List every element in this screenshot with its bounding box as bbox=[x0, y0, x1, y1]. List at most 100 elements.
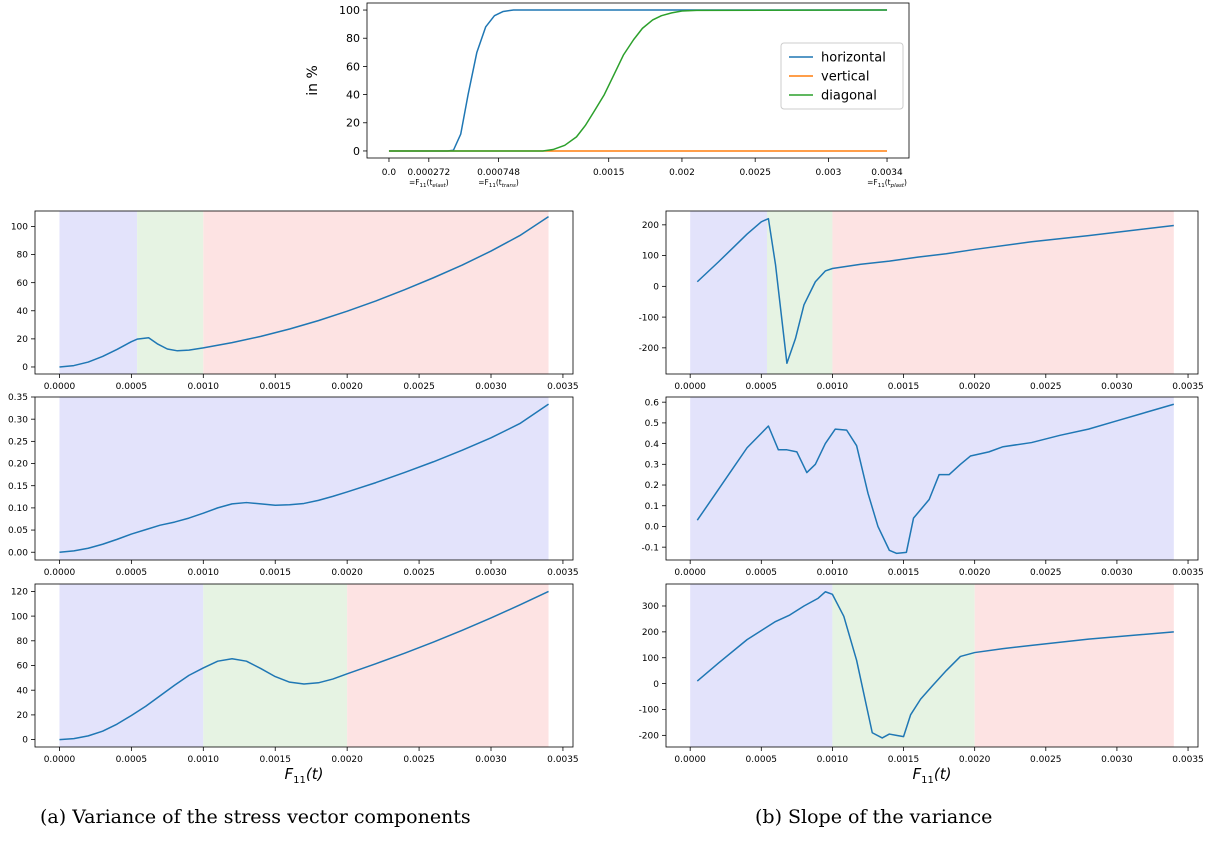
xtick-label: 0.0015 bbox=[888, 382, 920, 392]
region-green-b3-1 bbox=[832, 584, 975, 747]
ytick-label: 300 bbox=[642, 602, 659, 612]
region-blue-b2-0 bbox=[690, 397, 1174, 560]
ytick-label: 0.5 bbox=[645, 419, 659, 429]
ytick-label: 80 bbox=[346, 32, 360, 45]
xtick-label: 0.0015 bbox=[593, 168, 625, 178]
xtick-label: 0.0025 bbox=[403, 755, 435, 765]
ytick-label: -100 bbox=[639, 706, 660, 716]
ytick-label: 0.35 bbox=[8, 393, 28, 403]
legend-label-horizontal: horizontal bbox=[821, 51, 886, 66]
xtick-label: 0.0035 bbox=[1172, 382, 1204, 392]
chart-b2: -0.1 0.0 0.1 0.2 0.3 0.4 0.5 0.6 0.0000 0.0005 0.0… bbox=[641, 396, 1204, 578]
xtick-label: 0.0025 bbox=[1030, 382, 1062, 392]
ytick-label: 0 bbox=[353, 145, 360, 158]
xtick-label: 0.0015 bbox=[259, 382, 291, 392]
xlabel: F11(t) bbox=[913, 765, 952, 786]
ytick-label: 0.1 bbox=[645, 502, 659, 512]
xtick-label: 0.0005 bbox=[116, 755, 148, 765]
ytick-label: 80 bbox=[17, 251, 29, 261]
ytick-label: -0.1 bbox=[641, 543, 659, 553]
ytick-label: 20 bbox=[17, 335, 29, 345]
ytick-label: 100 bbox=[642, 252, 659, 262]
xtick-label: 0.0010 bbox=[188, 755, 220, 765]
xtick-label: 0.0015 bbox=[259, 755, 291, 765]
ytick-label: 0 bbox=[22, 736, 28, 746]
xtick-label: 0.0005 bbox=[746, 568, 778, 578]
ytick-label: 0 bbox=[22, 363, 28, 373]
chart-b1: -200 -100 0 100 200 0.0000 0.0005 0.0010 0.0015 0… bbox=[639, 210, 1204, 392]
ytick-label: -200 bbox=[639, 732, 660, 742]
ytick-label: 80 bbox=[17, 637, 29, 647]
series-line-b3-0 bbox=[696, 591, 1174, 739]
xtick-label: 0.0020 bbox=[331, 755, 363, 765]
xtick-label: 0.0010 bbox=[188, 568, 220, 578]
ytick-label: 0 bbox=[653, 282, 659, 292]
ytick-label: 0.2 bbox=[645, 481, 659, 491]
ytick-label: 0.15 bbox=[8, 482, 28, 492]
caption-a: (a) Variance of the stress vector compon… bbox=[40, 806, 471, 828]
xtick-label: 0.0015 bbox=[888, 755, 920, 765]
series-line-a3-0 bbox=[59, 590, 549, 741]
ytick-label: -100 bbox=[639, 313, 660, 323]
legend-label-vertical: vertical bbox=[821, 70, 869, 85]
ytick-label: -200 bbox=[639, 344, 660, 354]
legend: horizontal vertical diagonal bbox=[780, 42, 904, 110]
xtick-label: 0.0030 bbox=[475, 382, 507, 392]
xtick-label: 0.000272 bbox=[407, 168, 450, 178]
xtick-label: 0.0020 bbox=[331, 382, 363, 392]
xtick-label: 0.0030 bbox=[1101, 755, 1133, 765]
ytick-label: 0.05 bbox=[8, 526, 28, 536]
xtick-label: 0.0020 bbox=[959, 568, 991, 578]
ytick-label: 40 bbox=[17, 686, 29, 696]
region-red-b1-2 bbox=[832, 211, 1174, 374]
region-blue-b3-0 bbox=[690, 584, 833, 747]
xtick-label: 0.002 bbox=[669, 168, 695, 178]
xtick-label: 0.0034 bbox=[871, 168, 903, 178]
xtick-label: 0.0010 bbox=[817, 755, 849, 765]
xtick-label: 0.0030 bbox=[1101, 568, 1133, 578]
xtick-label: 0.000748 bbox=[477, 168, 520, 178]
region-blue-a3-0 bbox=[59, 584, 204, 747]
ytick-label: 60 bbox=[346, 60, 360, 73]
xtick-label: 0.0035 bbox=[547, 755, 579, 765]
xtick-label: 0.0025 bbox=[1030, 755, 1062, 765]
xtick-label: 0.0010 bbox=[817, 382, 849, 392]
ytick-label: 0.20 bbox=[8, 460, 28, 470]
xtick-label: 0.0030 bbox=[475, 568, 507, 578]
ytick-label: 200 bbox=[642, 628, 659, 638]
region-green-b1-1 bbox=[766, 211, 833, 374]
region-green-a3-1 bbox=[203, 584, 348, 747]
xlabel: F11(t) bbox=[285, 765, 324, 786]
ytick-label: 0.4 bbox=[645, 440, 660, 450]
xtick-label: 0.003 bbox=[816, 168, 842, 178]
ytick-label: 0.25 bbox=[8, 438, 28, 448]
series-line-diagonal bbox=[388, 9, 888, 152]
ytick-label: 20 bbox=[346, 117, 360, 130]
xtick-label: 0.0020 bbox=[959, 755, 991, 765]
axes-frame-b2 bbox=[665, 396, 1199, 561]
legend-box bbox=[780, 42, 904, 110]
chart-a3: 0 20 40 60 80 100 120 0.0000 0.0005 0.0010 0.0015 0… bbox=[11, 583, 579, 786]
ytick-label: 0.3 bbox=[645, 460, 659, 470]
chart-b3: -200 -100 0 100 200 300 0.0000 0.0005 0.0010 0.00… bbox=[639, 583, 1204, 786]
chart-a2: 0.00 0.05 0.10 0.15 0.20 0.25 0.30 0.35 0.0000 0.… bbox=[8, 393, 579, 578]
xtick-label: 0.0005 bbox=[746, 755, 778, 765]
xtick-label: 0.0025 bbox=[403, 568, 435, 578]
region-blue-b1-0 bbox=[690, 211, 767, 374]
axes-frame-b3 bbox=[665, 583, 1199, 748]
region-green-a1-1 bbox=[137, 211, 204, 374]
series-line-a1-0 bbox=[59, 215, 549, 368]
xtick-label: 0.0005 bbox=[116, 568, 148, 578]
ytick-label: 100 bbox=[339, 4, 360, 17]
ytick-label: 0 bbox=[653, 680, 659, 690]
xtick-label: 0.0035 bbox=[547, 568, 579, 578]
xtick-label: 0.0005 bbox=[116, 382, 148, 392]
legend-label-diagonal: diagonal bbox=[821, 89, 877, 104]
xtick-label: 0.0030 bbox=[1101, 382, 1133, 392]
axes-frame-a2 bbox=[34, 396, 574, 561]
xtick-label: 0.0005 bbox=[746, 382, 778, 392]
region-blue-a1-0 bbox=[59, 211, 138, 374]
ytick-label: 20 bbox=[17, 711, 29, 721]
ytick-label: 0.30 bbox=[8, 415, 28, 425]
